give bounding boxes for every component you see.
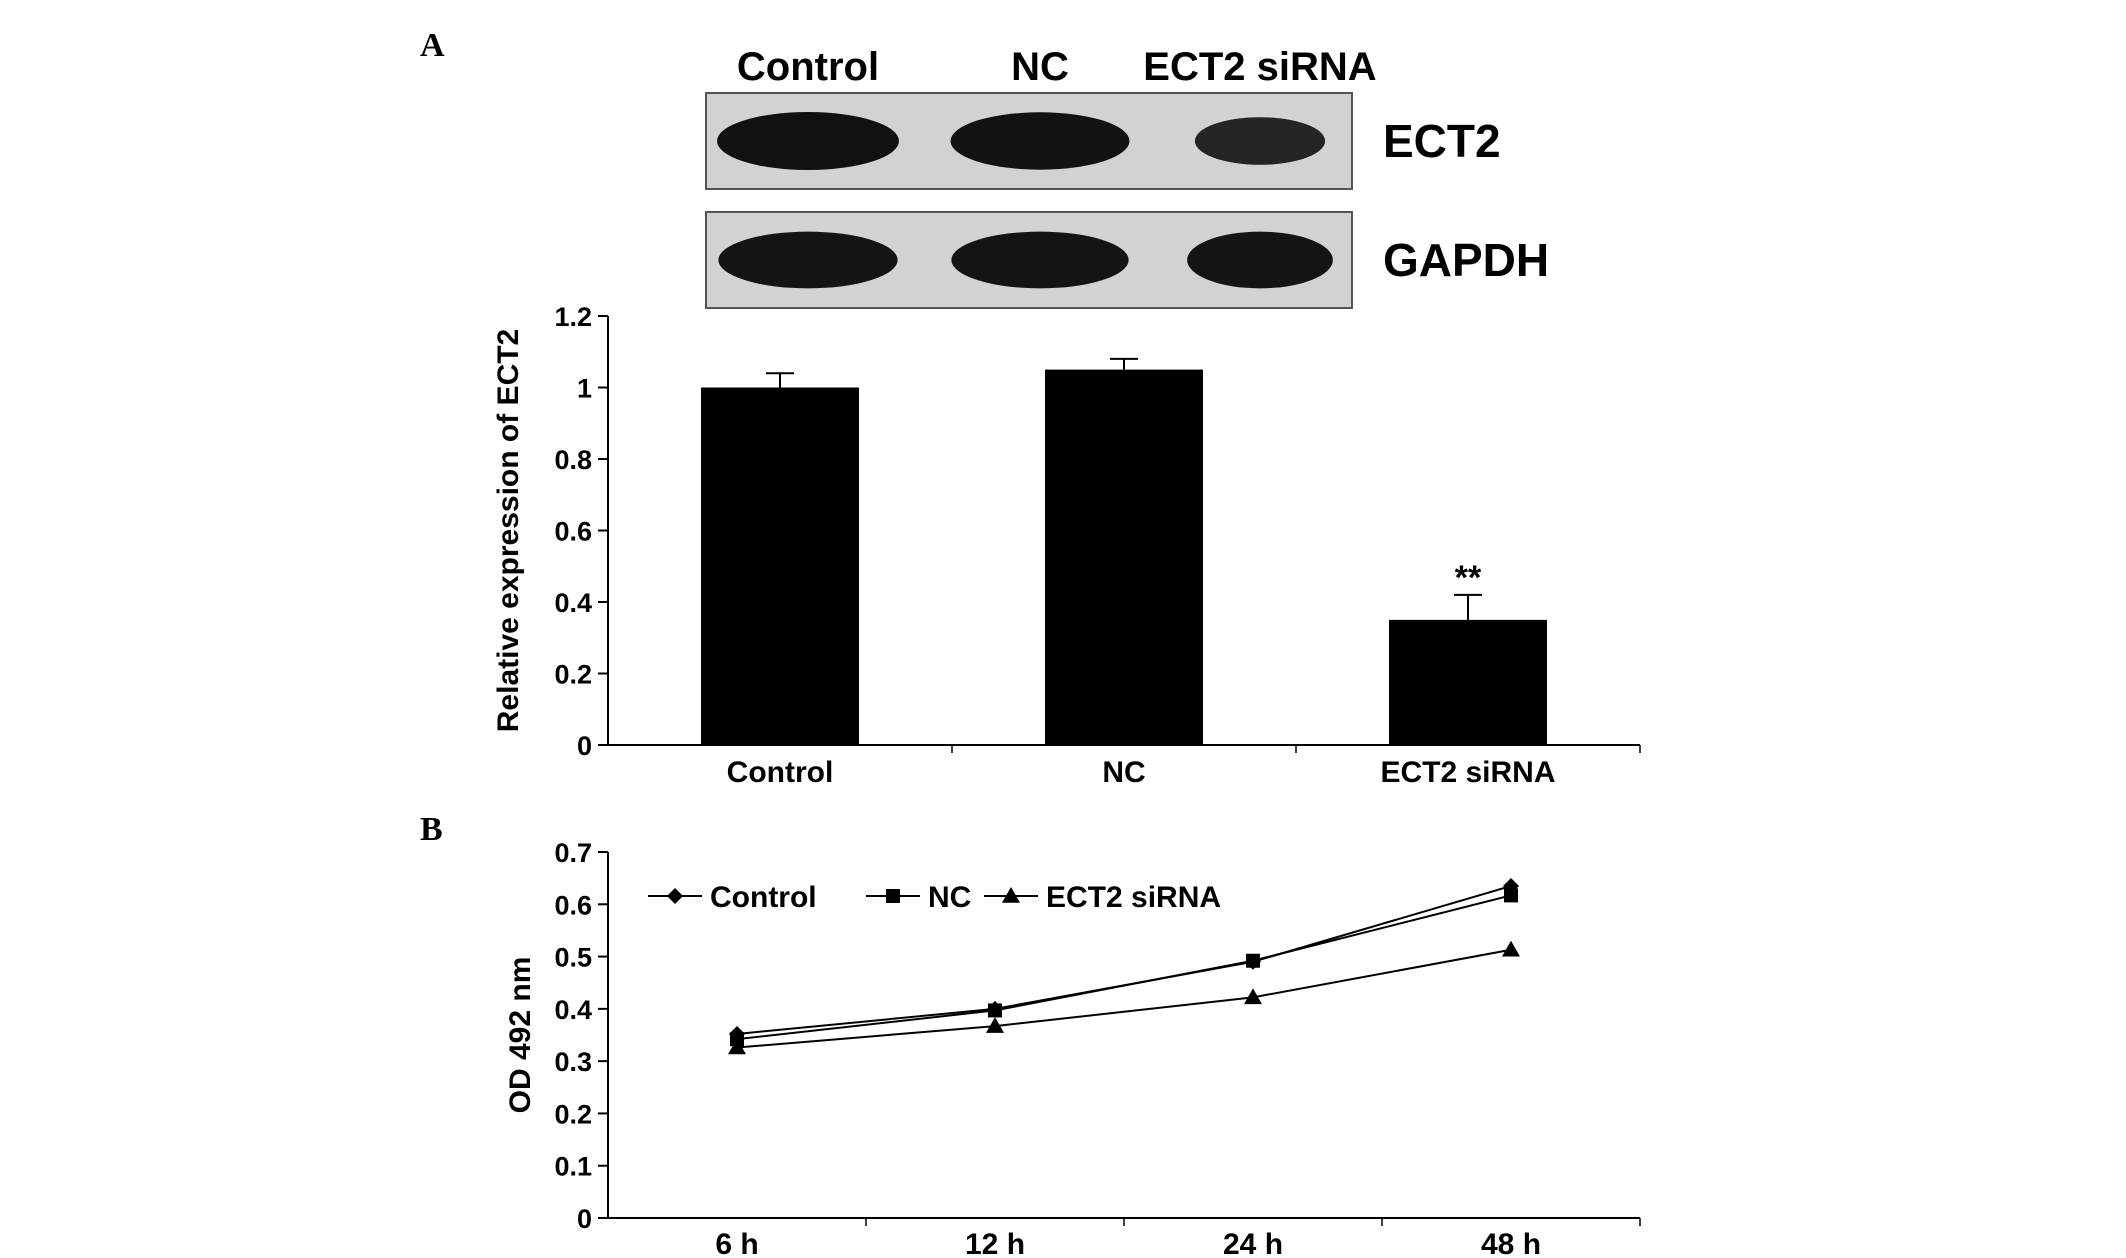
legend-marker	[667, 888, 683, 904]
line-series-square	[736, 894, 1512, 1041]
line-y-tick-label: 0.6	[554, 890, 592, 920]
line-y-tick-label: 0.2	[554, 1099, 592, 1129]
line-x-tick-label: 12 h	[965, 1228, 1025, 1258]
bar-y-tick-label: 0.8	[554, 445, 592, 475]
bar	[1045, 369, 1203, 745]
bar-category-label: Control	[727, 756, 834, 789]
line-y-tick-label: 0.5	[554, 943, 592, 973]
blot-lane-label: ECT2 siRNA	[1143, 45, 1376, 89]
panel-label-a: A	[420, 27, 445, 64]
line-point	[986, 1017, 1004, 1033]
bar	[1389, 619, 1547, 745]
line-point	[728, 1038, 746, 1055]
line-y-tick-label: 0	[577, 1204, 592, 1234]
blot-lane-label: Control	[737, 45, 879, 89]
line-point	[1244, 988, 1262, 1005]
line-x-tick-label: 48 h	[1481, 1228, 1541, 1258]
legend-marker	[1002, 887, 1020, 903]
blot-band	[1187, 231, 1333, 289]
bar-y-axis-label: Relative expression of ECT2	[492, 329, 525, 732]
line-y-tick-label: 0.4	[554, 995, 592, 1025]
blot-band	[1194, 117, 1326, 165]
legend-entry: NC	[928, 881, 971, 914]
blot-lane-label: NC	[1011, 45, 1069, 89]
blot-band	[718, 231, 898, 289]
line-x-tick-label: 24 h	[1223, 1228, 1283, 1258]
blot-band	[717, 112, 899, 170]
bar-category-label: NC	[1102, 756, 1145, 789]
bar-y-tick-label: 0	[577, 731, 592, 761]
line-chart: 0 0.1 0.2 0.3 0.4 0.5 0.6 0.7 6 h 12 h 24 h 48 h Con…	[504, 838, 1641, 1258]
line-x-tick-label: 6 h	[715, 1228, 758, 1258]
line-point	[988, 1003, 1002, 1018]
bar-category-label: ECT2 siRNA	[1380, 756, 1555, 789]
bar	[701, 387, 859, 745]
legend-entry: ECT2 siRNA	[1046, 881, 1221, 914]
blot-band	[950, 112, 1130, 170]
line-y-tick-label: 0.3	[554, 1047, 592, 1077]
bar-y-tick-label: 1	[577, 374, 592, 404]
bar-y-tick-label: 0.6	[554, 517, 592, 547]
bar-y-tick-label: 1.2	[554, 302, 592, 332]
blot-row-label: ECT2	[1383, 115, 1501, 167]
line-y-tick-label: 0.7	[554, 838, 592, 868]
line-y-tick-label: 0.1	[554, 1152, 592, 1182]
line-y-axis-label: OD 492 nm	[504, 957, 537, 1114]
legend-entry: Control	[710, 881, 817, 914]
line-point	[1504, 888, 1518, 903]
bar-y-tick-label: 0.2	[554, 660, 592, 690]
blot-row-label: GAPDH	[1383, 234, 1549, 286]
line-series-triangle	[736, 948, 1512, 1049]
panel-label-b: B	[420, 811, 443, 848]
line-point	[1246, 953, 1260, 968]
legend-marker	[886, 889, 900, 903]
line-point	[1502, 940, 1520, 957]
bar-y-tick-label: 0.4	[554, 588, 592, 618]
bar-chart: 0 0.2 0.4 0.6 0.8 1 1.2 Control NC ** ECT2 siRNA Re…	[492, 302, 1641, 789]
bar-significance-label: **	[1455, 559, 1482, 597]
blot-band	[951, 231, 1129, 289]
